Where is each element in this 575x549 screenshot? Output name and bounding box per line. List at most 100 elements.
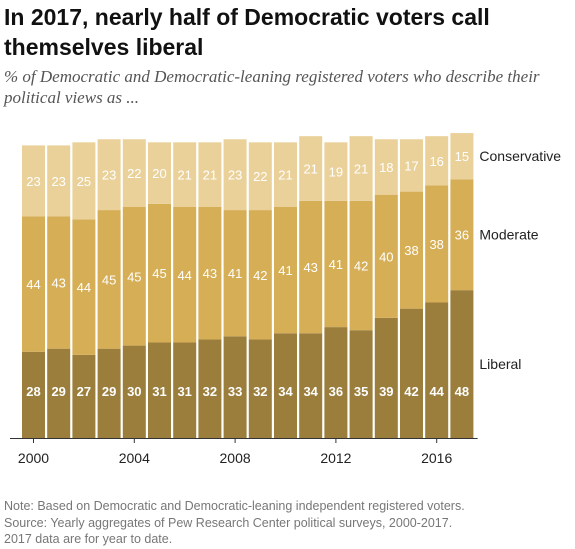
liberal-bar: [97, 348, 121, 438]
liberal-bar: [400, 308, 423, 438]
conservative-bar: [72, 142, 96, 220]
moderate-bar: [248, 210, 272, 340]
conservative-value-label: 25: [77, 174, 91, 189]
moderate-value-label: 45: [152, 266, 166, 281]
liberal-value-label: 28: [26, 384, 40, 399]
moderate-value-label: 45: [102, 272, 116, 287]
chart-notes: Note: Based on Democratic and Democratic…: [4, 498, 574, 548]
conservative-bar: [425, 136, 449, 186]
liberal-series-label: Liberal: [479, 356, 521, 372]
liberal-bar: [22, 351, 45, 438]
moderate-value-label: 42: [253, 268, 267, 283]
conservative-bar: [248, 142, 272, 211]
moderate-value-label: 44: [26, 277, 40, 292]
liberal-bar: [274, 333, 297, 438]
moderate-bar: [274, 207, 297, 334]
liberal-value-label: 44: [429, 384, 444, 399]
liberal-value-label: 33: [228, 384, 242, 399]
conservative-series-label: Conservative: [479, 148, 561, 164]
conservative-value-label: 20: [152, 166, 166, 181]
liberal-value-label: 31: [152, 384, 166, 399]
conservative-value-label: 17: [404, 158, 418, 173]
chart-title: In 2017, nearly half of Democratic voter…: [4, 4, 490, 60]
moderate-value-label: 42: [354, 259, 368, 274]
liberal-bar: [223, 336, 247, 438]
liberal-bar: [374, 317, 398, 438]
liberal-bar: [248, 339, 272, 438]
conservative-bar: [97, 139, 121, 211]
moderate-value-label: 44: [77, 280, 91, 295]
moderate-bar: [148, 203, 171, 343]
liberal-value-label: 29: [51, 384, 65, 399]
conservative-bar: [324, 142, 348, 201]
moderate-value-label: 41: [228, 266, 242, 281]
moderate-bar: [299, 200, 323, 334]
liberal-value-label: 35: [354, 384, 368, 399]
conservative-value-label: 19: [329, 165, 343, 180]
moderate-value-label: 38: [404, 243, 418, 258]
conservative-bar: [223, 139, 247, 211]
moderate-bar: [173, 207, 197, 343]
x-tick-label: 2016: [421, 450, 452, 466]
moderate-bar: [22, 216, 45, 352]
conservative-bar: [173, 142, 197, 207]
conservative-bar: [198, 142, 222, 207]
conservative-bar: [400, 139, 423, 192]
liberal-value-label: 34: [278, 384, 293, 399]
moderate-value-label: 43: [303, 260, 317, 275]
conservative-bar: [148, 142, 171, 204]
liberal-bar: [299, 333, 323, 438]
x-tick-label: 2000: [18, 450, 49, 466]
conservative-value-label: 21: [203, 168, 217, 183]
note-line: Note: Based on Democratic and Democratic…: [4, 499, 465, 513]
moderate-value-label: 38: [429, 237, 443, 252]
moderate-bar: [349, 200, 373, 331]
conservative-bar: [22, 145, 45, 217]
conservative-value-label: 23: [51, 174, 65, 189]
moderate-bar: [223, 210, 247, 337]
conservative-value-label: 21: [303, 162, 317, 177]
moderate-value-label: 41: [278, 263, 292, 278]
liberal-value-label: 39: [379, 384, 393, 399]
liberal-value-label: 36: [329, 384, 343, 399]
conservative-value-label: 15: [455, 149, 469, 164]
moderate-value-label: 40: [379, 249, 393, 264]
conservative-value-label: 16: [429, 154, 443, 169]
liberal-value-label: 32: [253, 384, 267, 399]
liberal-value-label: 34: [303, 384, 318, 399]
x-tick-label: 2004: [119, 450, 150, 466]
liberal-bar: [173, 342, 197, 438]
x-tick-label: 2012: [320, 450, 351, 466]
conservative-value-label: 22: [253, 169, 267, 184]
liberal-bar: [47, 348, 71, 438]
liberal-bar: [198, 339, 222, 438]
conservative-bar: [374, 139, 398, 195]
moderate-bar: [97, 210, 121, 349]
stacked-bar-chart: 28 29 27 29 30 31 31 32 33 32 34 34 36 35 39 42 44 48 44 43…: [10, 133, 561, 466]
liberal-bar: [324, 327, 348, 438]
conservative-bar: [450, 133, 474, 180]
liberal-bar: [122, 345, 146, 438]
moderate-bar: [72, 219, 96, 355]
conservative-bar: [47, 145, 71, 217]
conservative-value-label: 18: [379, 160, 393, 175]
moderate-bar: [374, 194, 398, 318]
moderate-bar: [400, 191, 423, 309]
moderate-series-label: Moderate: [479, 227, 538, 243]
moderate-bar: [324, 200, 348, 328]
chart-subtitle: % of Democratic and Democratic-leaning r…: [4, 67, 540, 107]
conservative-bar: [274, 142, 297, 207]
conservative-bar: [349, 136, 373, 201]
liberal-bar: [425, 302, 449, 438]
moderate-value-label: 41: [329, 257, 343, 272]
liberal-bar: [349, 330, 373, 438]
conservative-value-label: 23: [26, 174, 40, 189]
liberal-bar: [148, 342, 171, 438]
conservative-bar: [122, 139, 146, 207]
liberal-value-label: 31: [177, 384, 191, 399]
conservative-value-label: 21: [354, 162, 368, 177]
moderate-value-label: 44: [177, 268, 191, 283]
note-line: 2017 data are for year to date.: [4, 532, 173, 546]
conservative-value-label: 22: [127, 166, 141, 181]
liberal-bar: [450, 290, 474, 438]
